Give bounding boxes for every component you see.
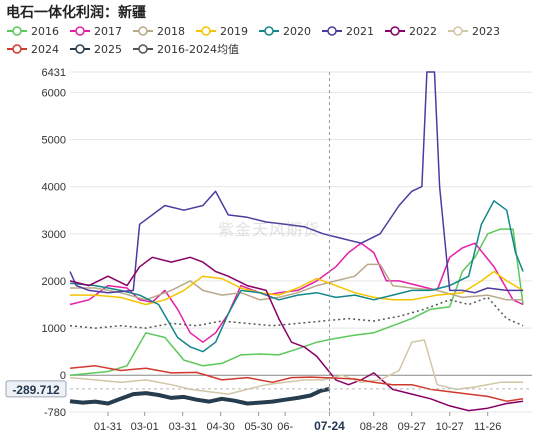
legend-symbol-marker [390, 26, 400, 36]
y-tick-label: 6431 [42, 67, 66, 79]
series-line-2023 [69, 339, 524, 395]
legend-symbol-icon [133, 26, 153, 36]
legend-symbol-marker [75, 44, 85, 54]
legend-item[interactable]: 2023 [447, 22, 500, 40]
legend-symbol-icon [70, 44, 90, 54]
series-line-2025 [69, 386, 330, 406]
legend-symbol-marker [201, 26, 211, 36]
y-tick-label: 1000 [42, 323, 66, 335]
legend-symbol-marker [75, 26, 85, 36]
cursor-readout: -289.712 [12, 383, 60, 397]
legend-label: 2021 [346, 24, 374, 38]
legend-item[interactable]: 2016-2024均值 [132, 40, 239, 58]
legend-label: 2018 [157, 24, 185, 38]
x-cursor-label: 07-24 [314, 419, 345, 433]
watermark: 紫金天风期货 [218, 220, 321, 239]
legend-item[interactable]: 2017 [69, 22, 122, 40]
x-tick-label: 06- [277, 421, 293, 433]
y-tick-label: 3000 [42, 229, 66, 241]
x-tick-label: 11-26 [474, 421, 501, 433]
x-tick-label: 03-01 [131, 421, 159, 433]
x-tick-label: 05-30 [245, 421, 273, 433]
legend-label: 2016 [31, 24, 59, 38]
legend-symbol-icon [259, 26, 279, 36]
legend-item[interactable]: 2024 [6, 40, 59, 58]
legend-label: 2020 [283, 24, 311, 38]
legend-symbol-marker [138, 26, 148, 36]
legend-symbol-marker [264, 26, 274, 36]
legend-symbol-icon [70, 26, 90, 36]
x-tick-label: 08-28 [360, 421, 388, 433]
legend-symbol-marker [327, 26, 337, 36]
legend-symbol-icon [133, 44, 153, 54]
legend-symbol-marker [138, 44, 148, 54]
legend-label: 2016-2024均值 [157, 43, 239, 56]
series-line-2018 [70, 263, 524, 301]
legend-label: 2017 [94, 24, 122, 38]
legend-symbol-icon [7, 44, 27, 54]
legend[interactable]: 2016 2017 2018 2019 2020 2021 2022 2023 2024 2025… [6, 22, 546, 58]
y-tick-label: 2000 [42, 276, 66, 288]
legend-symbol-marker [12, 44, 22, 54]
legend-item[interactable]: 2018 [132, 22, 185, 40]
cursor-readout-box [5, 380, 67, 398]
legend-label: 2025 [94, 42, 122, 56]
legend-symbol-marker [453, 26, 463, 36]
x-tick-label: 01-31 [94, 421, 122, 433]
legend-item[interactable]: 2022 [384, 22, 437, 40]
legend-symbol-icon [196, 26, 216, 36]
legend-label: 2019 [220, 24, 248, 38]
legend-item[interactable]: 2021 [321, 22, 374, 40]
legend-symbol-icon [322, 26, 342, 36]
legend-item[interactable]: 2020 [258, 22, 311, 40]
legend-label: 2022 [409, 24, 437, 38]
y-tick-label: 5000 [42, 134, 66, 146]
legend-item[interactable]: 2016 [6, 22, 59, 40]
legend-symbol-icon [7, 26, 27, 36]
x-tick-label: 09-27 [398, 421, 426, 433]
legend-symbol-icon [448, 26, 468, 36]
chart-title: 电石一体化利润：新疆 [6, 5, 146, 21]
legend-label: 2024 [31, 42, 59, 56]
x-tick-label: 04-30 [207, 421, 235, 433]
legend-symbol-marker [12, 26, 22, 36]
legend-item[interactable]: 2019 [195, 22, 248, 40]
legend-symbol-icon [385, 26, 405, 36]
y-tick-label: 0 [60, 370, 66, 382]
y-tick-label: 6000 [42, 87, 66, 99]
series-line-2024 [69, 365, 524, 402]
legend-label: 2023 [472, 24, 500, 38]
series-line-2016-2024均值 [69, 296, 524, 329]
legend-item[interactable]: 2025 [69, 40, 122, 58]
y-tick-label: 4000 [42, 182, 66, 194]
x-tick-label: 03-31 [169, 421, 197, 433]
series-line-2019 [70, 270, 524, 306]
y-tick-label: -780 [44, 407, 66, 419]
x-tick-label: 10-27 [436, 421, 464, 433]
series-line-2021 [69, 71, 524, 294]
series-line-2020 [69, 200, 524, 353]
series-line-2022 [69, 256, 524, 412]
